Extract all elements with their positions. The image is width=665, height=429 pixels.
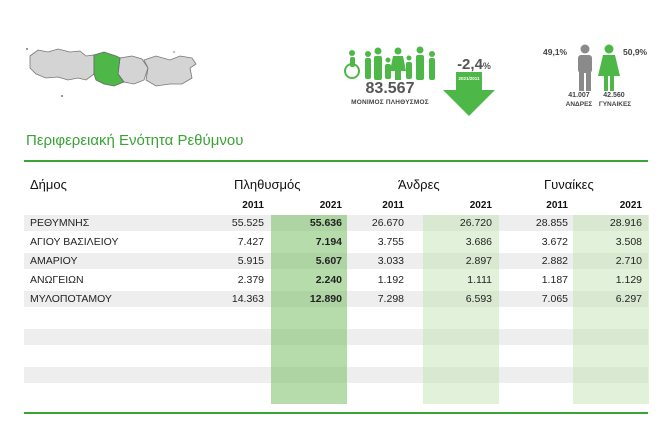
population-label: ΜΟΝΙΜΟΣ ΠΛΗΘΥΣΜΟΣ: [351, 99, 429, 106]
men-2021-column: [423, 215, 499, 404]
family-population-icon: [344, 46, 435, 80]
women-2021: 2.710: [615, 255, 642, 267]
population-change: -2,4%: [448, 56, 500, 73]
men-count: 41.007: [568, 92, 590, 99]
municipality-name: ΜΥΛΟΠΟΤΑΜΟΥ: [30, 293, 112, 305]
population-2021: 12.890: [309, 293, 342, 305]
col-municipality-header: Δήμος: [30, 177, 67, 192]
women-count: 42.560: [603, 92, 625, 99]
municipality-name: ΑΜΑΡΙΟΥ: [30, 255, 78, 267]
population-2021: 7.194: [315, 236, 342, 248]
women-2011: 1.187: [541, 274, 568, 286]
men-percentage: 49,1%: [543, 47, 568, 57]
year-header: 2011: [546, 200, 568, 211]
woman-icon: [598, 44, 620, 91]
population-2021: 55.636: [309, 217, 342, 229]
men-2011: 1.192: [377, 274, 404, 286]
population-2021: 5.607: [315, 255, 342, 267]
municipality-name: ΑΓΙΟΥ ΒΑΣΙΛΕΙΟΥ: [30, 236, 119, 248]
men-2021: 2.897: [465, 255, 492, 267]
women-label: ΓΥΝΑΙΚΕΣ: [598, 101, 632, 108]
population-change-value: -2,4: [457, 56, 483, 73]
divider: [24, 412, 648, 414]
down-arrow-icon: [443, 72, 495, 116]
year-header: 2021: [469, 200, 492, 211]
col-population-header: Πληθυσμός: [234, 177, 301, 192]
population-2011: 7.427: [237, 236, 264, 248]
divider: [24, 160, 648, 162]
population-2021: 2.240: [315, 274, 342, 286]
municipality-name: ΑΝΩΓΕΙΩΝ: [30, 274, 84, 286]
men-2011: 26.670: [371, 217, 404, 229]
women-2021: 6.297: [615, 293, 642, 305]
men-2011: 3.755: [377, 236, 404, 248]
women-2021: 28.916: [609, 217, 642, 229]
men-2021: 6.593: [465, 293, 492, 305]
men-label: ΑΝΔΡΕΣ: [565, 101, 593, 108]
year-header: 2021: [319, 200, 342, 211]
men-2021: 1.111: [467, 274, 492, 286]
women-2011: 28.855: [535, 217, 568, 229]
year-header: 2011: [242, 200, 264, 211]
crete-map: [26, 48, 197, 97]
population-2011: 55.525: [231, 217, 264, 229]
men-2021: 26.720: [459, 217, 492, 229]
women-2021: 3.508: [615, 236, 642, 248]
population-2011: 5.915: [237, 255, 264, 267]
man-icon: [578, 44, 592, 91]
col-women-header: Γυναίκες: [544, 177, 594, 192]
population-value: 83.567: [365, 80, 415, 97]
women-2021: 1.129: [615, 274, 642, 286]
men-2021: 3.686: [465, 236, 492, 248]
population-change-unit: %: [482, 61, 491, 71]
women-2011: 7.065: [541, 293, 568, 305]
population-2021-column: [271, 215, 347, 404]
page-title: Περιφερειακή Ενότητα Ρεθύμνου: [26, 132, 244, 149]
women-2011: 3.672: [541, 236, 568, 248]
col-men-header: Άνδρες: [398, 177, 440, 192]
population-2011: 2.379: [237, 274, 264, 286]
municipality-name: ΡΕΘΥΜΝΗΣ: [30, 217, 90, 229]
women-2011: 2.882: [541, 255, 568, 267]
year-header: 2021: [619, 200, 642, 211]
year-header: 2011: [382, 200, 404, 211]
men-2011: 7.298: [377, 293, 404, 305]
population-2011: 14.363: [231, 293, 264, 305]
women-2021-column: [573, 215, 649, 404]
change-years: 2021/2011: [458, 76, 480, 81]
women-percentage: 50,9%: [623, 47, 648, 57]
men-2011: 3.033: [377, 255, 404, 267]
